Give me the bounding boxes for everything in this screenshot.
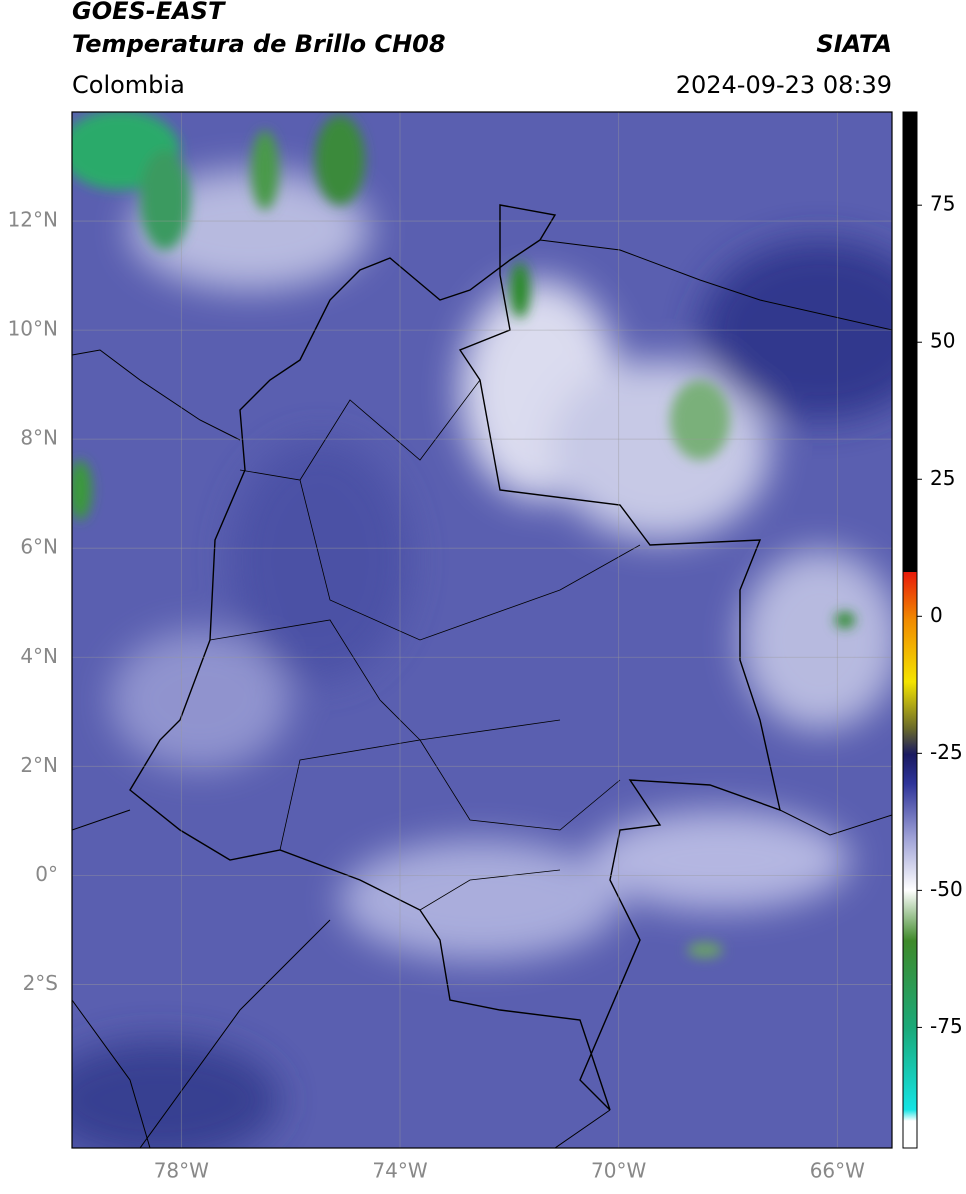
satellite-image — [72, 112, 892, 1148]
y-tick-label: 2°N — [20, 753, 58, 777]
y-tick-label: 8°N — [20, 426, 58, 450]
region: Colombia — [72, 71, 185, 99]
colorbar-tick-label: 0 — [930, 603, 943, 627]
x-tick-label: 74°W — [372, 1159, 427, 1183]
colorbar-tick-label: 50 — [930, 329, 955, 353]
title: GOES-EAST — [72, 0, 226, 25]
colorbar-tick-label: -75 — [930, 1014, 963, 1038]
y-tick-label: 12°N — [8, 208, 58, 232]
x-tick-label: 70°W — [591, 1159, 646, 1183]
colorbar-tick-label: -50 — [930, 877, 963, 901]
map-frame — [71, 111, 893, 1149]
x-tick-label: 78°W — [154, 1159, 209, 1183]
colorbar — [902, 111, 918, 1149]
y-tick-label: 0° — [35, 862, 58, 886]
y-tick-label: 10°N — [8, 317, 58, 341]
graticule — [72, 112, 892, 1148]
colorbar-tick-label: 75 — [930, 192, 955, 216]
colorbar-tick-label: -25 — [930, 740, 963, 764]
subtitle: Temperatura de Brillo CH08 — [72, 30, 446, 58]
y-tick-label: 6°N — [20, 535, 58, 559]
y-tick-label: 2°S — [23, 971, 58, 995]
y-tick-label: 4°N — [20, 644, 58, 668]
colorbar-tick-label: 25 — [930, 466, 955, 490]
x-tick-label: 66°W — [810, 1159, 865, 1183]
source: SIATA — [816, 30, 892, 58]
timestamp: 2024-09-23 08:39 — [676, 71, 892, 99]
